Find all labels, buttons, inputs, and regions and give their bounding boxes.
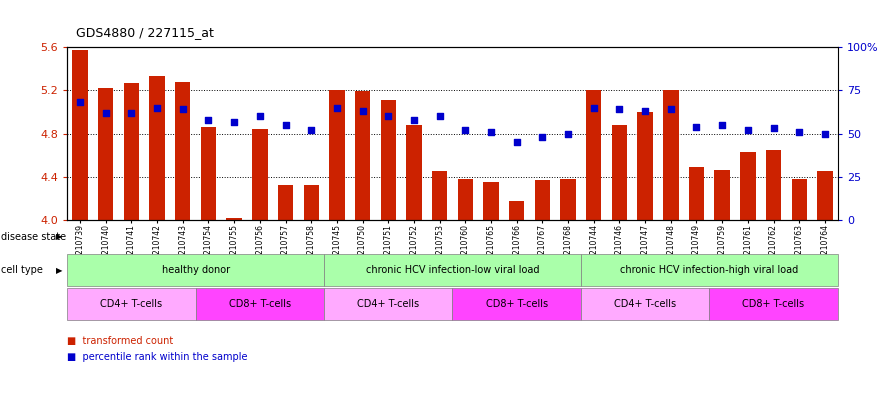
Point [458, 127, 472, 133]
Text: ■  percentile rank within the sample: ■ percentile rank within the sample [67, 352, 247, 362]
Bar [689, 167, 704, 220]
Bar [452, 288, 581, 320]
Point [689, 123, 703, 130]
Point [484, 129, 498, 135]
Point [664, 106, 678, 112]
Bar [252, 129, 268, 220]
Bar [483, 182, 499, 220]
Point [150, 105, 164, 111]
Bar [663, 90, 678, 220]
Point [535, 134, 549, 140]
Point [227, 118, 241, 125]
Point [279, 122, 293, 128]
Point [792, 129, 806, 135]
Point [73, 99, 87, 106]
Bar [560, 179, 576, 220]
Text: CD8+ T-cells: CD8+ T-cells [228, 299, 291, 309]
Point [741, 127, 755, 133]
Bar [817, 171, 832, 220]
Point [766, 125, 780, 132]
Point [561, 130, 575, 137]
Point [253, 113, 267, 119]
Bar [710, 288, 838, 320]
Point [176, 106, 190, 112]
Text: CD4+ T-cells: CD4+ T-cells [614, 299, 676, 309]
Bar [67, 254, 324, 286]
Point [330, 105, 344, 111]
Bar [98, 88, 114, 220]
Bar [581, 288, 710, 320]
Point [99, 110, 113, 116]
Bar [740, 152, 755, 220]
Point [356, 108, 370, 114]
Bar [432, 171, 447, 220]
Bar [535, 180, 550, 220]
Bar [201, 127, 216, 220]
Point [638, 108, 652, 114]
Point [510, 139, 524, 145]
Text: CD4+ T-cells: CD4+ T-cells [100, 299, 162, 309]
Bar [124, 83, 139, 220]
Bar [509, 200, 524, 220]
Text: ▶: ▶ [56, 266, 63, 275]
Bar [150, 76, 165, 220]
Text: chronic HCV infection-low viral load: chronic HCV infection-low viral load [366, 265, 539, 275]
Text: healthy donor: healthy donor [161, 265, 229, 275]
Bar [766, 150, 781, 220]
Bar [714, 171, 730, 220]
Point [202, 117, 216, 123]
Text: cell type: cell type [1, 265, 43, 275]
Point [125, 110, 139, 116]
Bar [227, 218, 242, 220]
Text: CD4+ T-cells: CD4+ T-cells [358, 299, 419, 309]
Bar [175, 82, 191, 220]
Text: CD8+ T-cells: CD8+ T-cells [743, 299, 805, 309]
Bar [278, 185, 293, 220]
Bar [612, 125, 627, 220]
Bar [458, 179, 473, 220]
Bar [329, 90, 345, 220]
Point [304, 127, 318, 133]
Point [612, 106, 626, 112]
Bar [406, 125, 422, 220]
Bar [304, 185, 319, 220]
Bar [355, 92, 370, 220]
Bar [586, 90, 601, 220]
Text: ■  transformed count: ■ transformed count [67, 336, 174, 346]
Bar [67, 288, 195, 320]
Bar [324, 288, 452, 320]
Text: CD8+ T-cells: CD8+ T-cells [486, 299, 547, 309]
Text: chronic HCV infection-high viral load: chronic HCV infection-high viral load [620, 265, 798, 275]
Bar [324, 254, 581, 286]
Point [715, 122, 729, 128]
Point [381, 113, 395, 119]
Point [818, 130, 832, 137]
Point [587, 105, 601, 111]
Bar [381, 100, 396, 220]
Point [433, 113, 447, 119]
Bar [791, 179, 807, 220]
Point [407, 117, 421, 123]
Bar [637, 112, 653, 220]
Bar [195, 288, 324, 320]
Bar [581, 254, 838, 286]
Bar [73, 50, 88, 220]
Text: ▶: ▶ [56, 232, 63, 241]
Text: disease state: disease state [1, 232, 66, 242]
Text: GDS4880 / 227115_at: GDS4880 / 227115_at [76, 26, 214, 39]
